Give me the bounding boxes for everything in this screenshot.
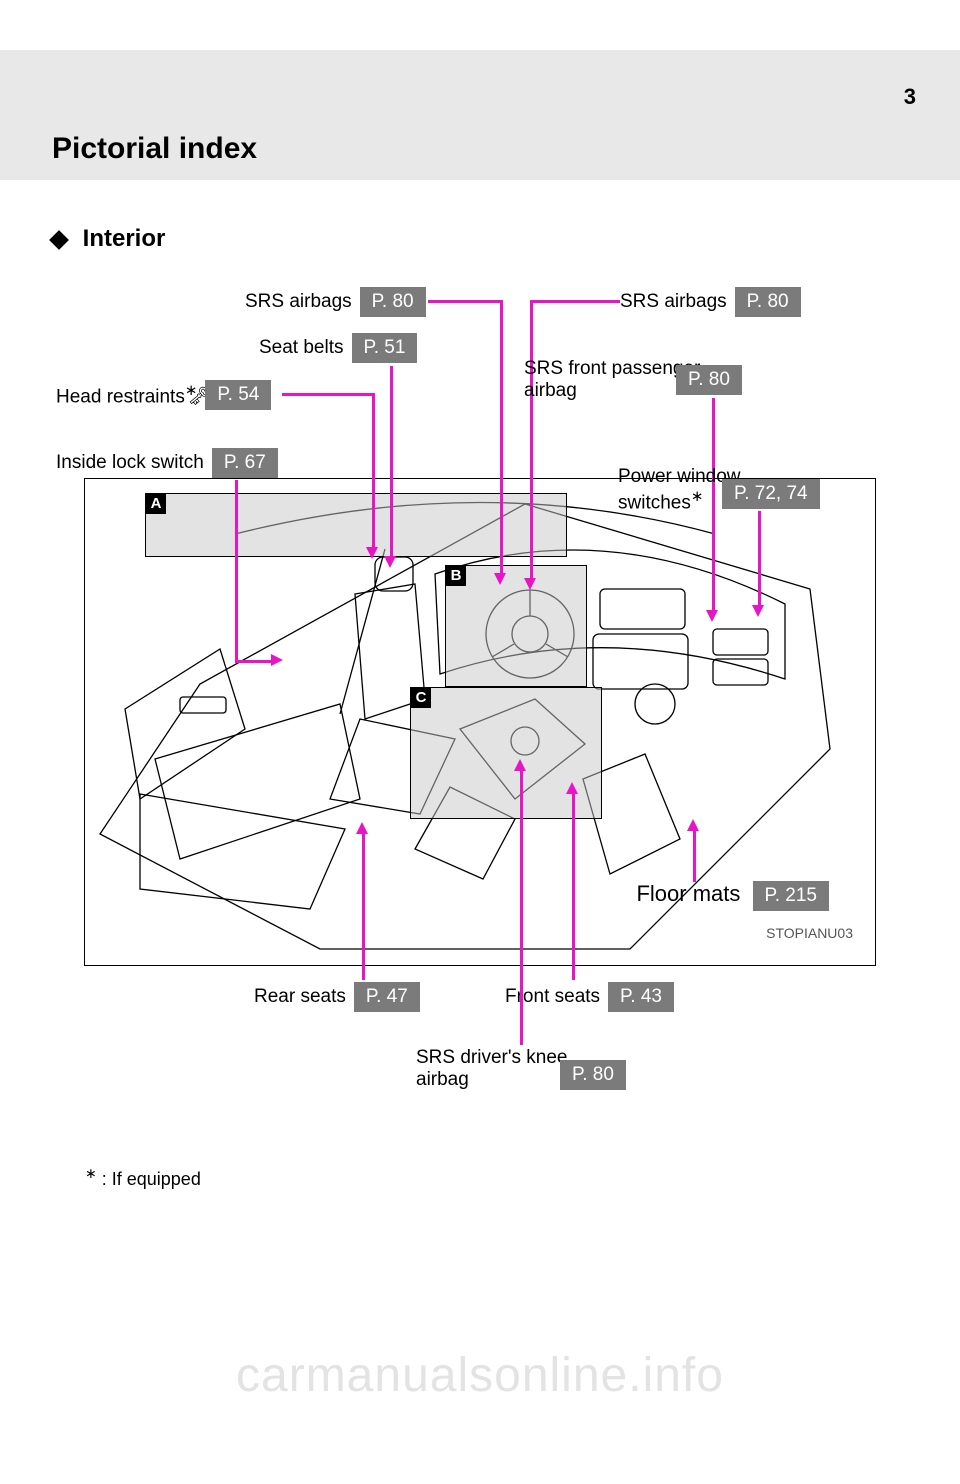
leader-srs-left-v [500,300,503,575]
arrow-head [366,547,378,559]
badge-rear-seats[interactable]: P. 47 [354,982,420,1012]
label-knee-text: SRS driver's kneeairbag [416,1047,567,1091]
badge-srs-airbags-right[interactable]: P. 80 [735,287,801,317]
section-heading: Interior [52,225,165,253]
section-title: Interior [83,225,166,252]
watermark: carmanualsonline.info [0,1348,960,1403]
arrow-floor [687,819,699,831]
badge-head-restraints[interactable]: P. 54 [205,380,271,410]
callout-tag-b: B [446,566,466,586]
arrow-knee [514,759,526,771]
arrow-lock [271,654,283,666]
badge-knee[interactable]: P. 80 [560,1060,626,1090]
floor-mats-text: Floor mats [636,881,740,906]
leader-head-v [372,393,375,549]
label-srs-airbags-left-text: SRS airbags [245,291,352,313]
label-head-restraints: Head restraints∗ P. 54 [56,380,271,410]
label-seat-belts: Seat belts P. 51 [259,333,417,363]
diagram-code: STOPIANU03 [766,925,853,941]
leader-srs-left-h [428,300,503,303]
leader-rear-v [362,833,365,980]
callout-tag-a: A [146,494,166,514]
header-bar: 3 Pictorial index [0,50,960,180]
leader-srs-right-v [530,300,533,580]
callout-tag-c: C [411,688,431,708]
floor-mats-page-badge[interactable]: P. 215 [753,881,829,911]
badge-front-passenger[interactable]: P. 80 [676,365,742,395]
label-seat-belts-text: Seat belts [259,337,344,359]
arrow-front [566,782,578,794]
leader-seatbelt-v [390,366,393,558]
footnote-if-equipped: ∗ : If equipped [85,1165,201,1190]
arrow-passenger [706,610,718,622]
arrow-seatbelt [384,556,396,568]
label-front-passenger-text: SRS front passengerairbag [524,358,700,402]
label-srs-airbags-right-text: SRS airbags [620,291,727,313]
badge-srs-airbags-left[interactable]: P. 80 [360,287,426,317]
badge-seat-belts[interactable]: P. 51 [352,333,418,363]
arrow-srs-left [494,573,506,585]
badge-power-window[interactable]: P. 72, 74 [722,479,820,509]
leader-lock-h [235,660,273,663]
leader-lock-v [235,480,238,660]
badge-front-seats[interactable]: P. 43 [608,982,674,1012]
label-srs-airbags-left: SRS airbags P. 80 [245,287,426,317]
page-number: 3 [904,84,916,110]
label-rear-seats: Rear seats P. 47 [254,982,420,1012]
leader-power-v [758,511,761,607]
badge-lock-switch[interactable]: P. 67 [212,448,278,478]
leader-front-v [572,793,575,980]
leader-head-h [282,393,374,396]
arrow-rear [356,822,368,834]
arrow-power [752,605,764,617]
footnote-text: : If equipped [102,1169,201,1189]
label-lock-switch: Inside lock switch P. 67 [56,448,278,478]
callout-a: A [145,493,567,557]
label-srs-airbags-right: SRS airbags P. 80 [620,287,801,317]
arrow-srs-right [524,578,536,590]
callout-b: B [445,565,587,687]
leader-srs-right-h [530,300,620,303]
page: 3 Pictorial index Interior [0,0,960,1484]
label-front-seats: Front seats P. 43 [505,982,674,1012]
header-title: Pictorial index [52,132,257,166]
label-rear-seats-text: Rear seats [254,986,346,1008]
floor-mats-label: Floor mats P. 215 [636,881,829,911]
heading-bullet-icon [49,230,69,250]
leader-knee-v [520,770,523,1045]
label-knee-airbag: SRS driver's kneeairbag [416,1047,567,1091]
label-head-restraints-text: Head restraints∗ [56,381,197,408]
label-lock-switch-text: Inside lock switch [56,452,204,474]
label-front-passenger-airbag: SRS front passengerairbag [524,358,700,402]
leader-floor-v [693,830,696,882]
